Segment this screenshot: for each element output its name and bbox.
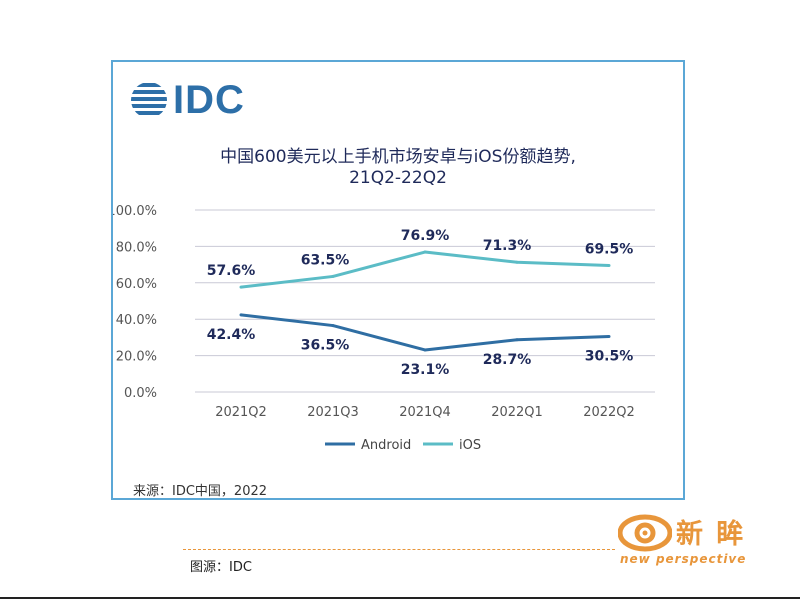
- data-point: [331, 274, 335, 278]
- y-tick-label: 60.0%: [116, 277, 157, 292]
- data-label: 57.6%: [207, 263, 256, 279]
- data-point: [239, 313, 243, 317]
- x-tick-label: 2022Q1: [491, 405, 543, 420]
- bottom-rule: [0, 597, 800, 599]
- line-chart: 0.0% 20.0% 40.0% 60.0% 80.0% 100.0% 2021Q2 2021…: [113, 204, 655, 453]
- data-point: [515, 260, 519, 264]
- data-label: 69.5%: [585, 242, 634, 258]
- x-tick-label: 2022Q2: [583, 405, 635, 420]
- data-label: 36.5%: [301, 338, 350, 354]
- data-point: [515, 338, 519, 342]
- y-tick-label: 100.0%: [113, 204, 157, 219]
- data-point: [331, 324, 335, 328]
- x-tick-label: 2021Q4: [399, 405, 451, 420]
- data-label: 28.7%: [483, 352, 532, 368]
- image-caption: 图源：IDC: [190, 560, 252, 575]
- eye-icon: [618, 514, 672, 552]
- y-tick-label: 20.0%: [116, 350, 157, 365]
- x-tick-label: 2021Q2: [215, 405, 267, 420]
- chart-card: IDC 中国600美元以上手机市场安卓与iOS份额趋势, 21Q2-22Q2 0…: [111, 60, 685, 500]
- logo-text: IDC: [173, 78, 245, 122]
- data-label: 42.4%: [207, 327, 256, 343]
- brand-name-en: new perspective: [620, 552, 747, 566]
- y-tick-label: 0.0%: [124, 386, 157, 401]
- chart-subtitle: 21Q2-22Q2: [349, 168, 447, 188]
- data-point: [607, 264, 611, 268]
- data-point: [423, 348, 427, 352]
- data-label: 23.1%: [401, 362, 450, 378]
- x-tick-label: 2021Q3: [307, 405, 359, 420]
- idc-logo: IDC: [129, 80, 245, 120]
- series-line-android: [240, 313, 610, 352]
- source-note: 来源：IDC中国，2022: [133, 484, 268, 499]
- data-point: [423, 250, 427, 254]
- divider: [183, 549, 615, 550]
- data-label: 76.9%: [401, 228, 450, 244]
- chart-title: 中国600美元以上手机市场安卓与iOS份额趋势,: [220, 147, 576, 167]
- y-tick-label: 80.0%: [116, 240, 157, 255]
- legend-label: Android: [361, 438, 411, 453]
- brand-name-cn: 新 眸: [676, 519, 746, 550]
- brand-logo: 新 眸 new perspective: [618, 512, 768, 572]
- series-line-ios: [240, 250, 610, 289]
- data-label: 71.3%: [483, 238, 532, 254]
- y-tick-label: 40.0%: [116, 313, 157, 328]
- data-label: 30.5%: [585, 348, 634, 364]
- data-point: [239, 285, 243, 289]
- data-point: [607, 334, 611, 338]
- data-label: 63.5%: [301, 252, 350, 268]
- globe-icon: [131, 83, 167, 115]
- legend-label: iOS: [459, 438, 481, 453]
